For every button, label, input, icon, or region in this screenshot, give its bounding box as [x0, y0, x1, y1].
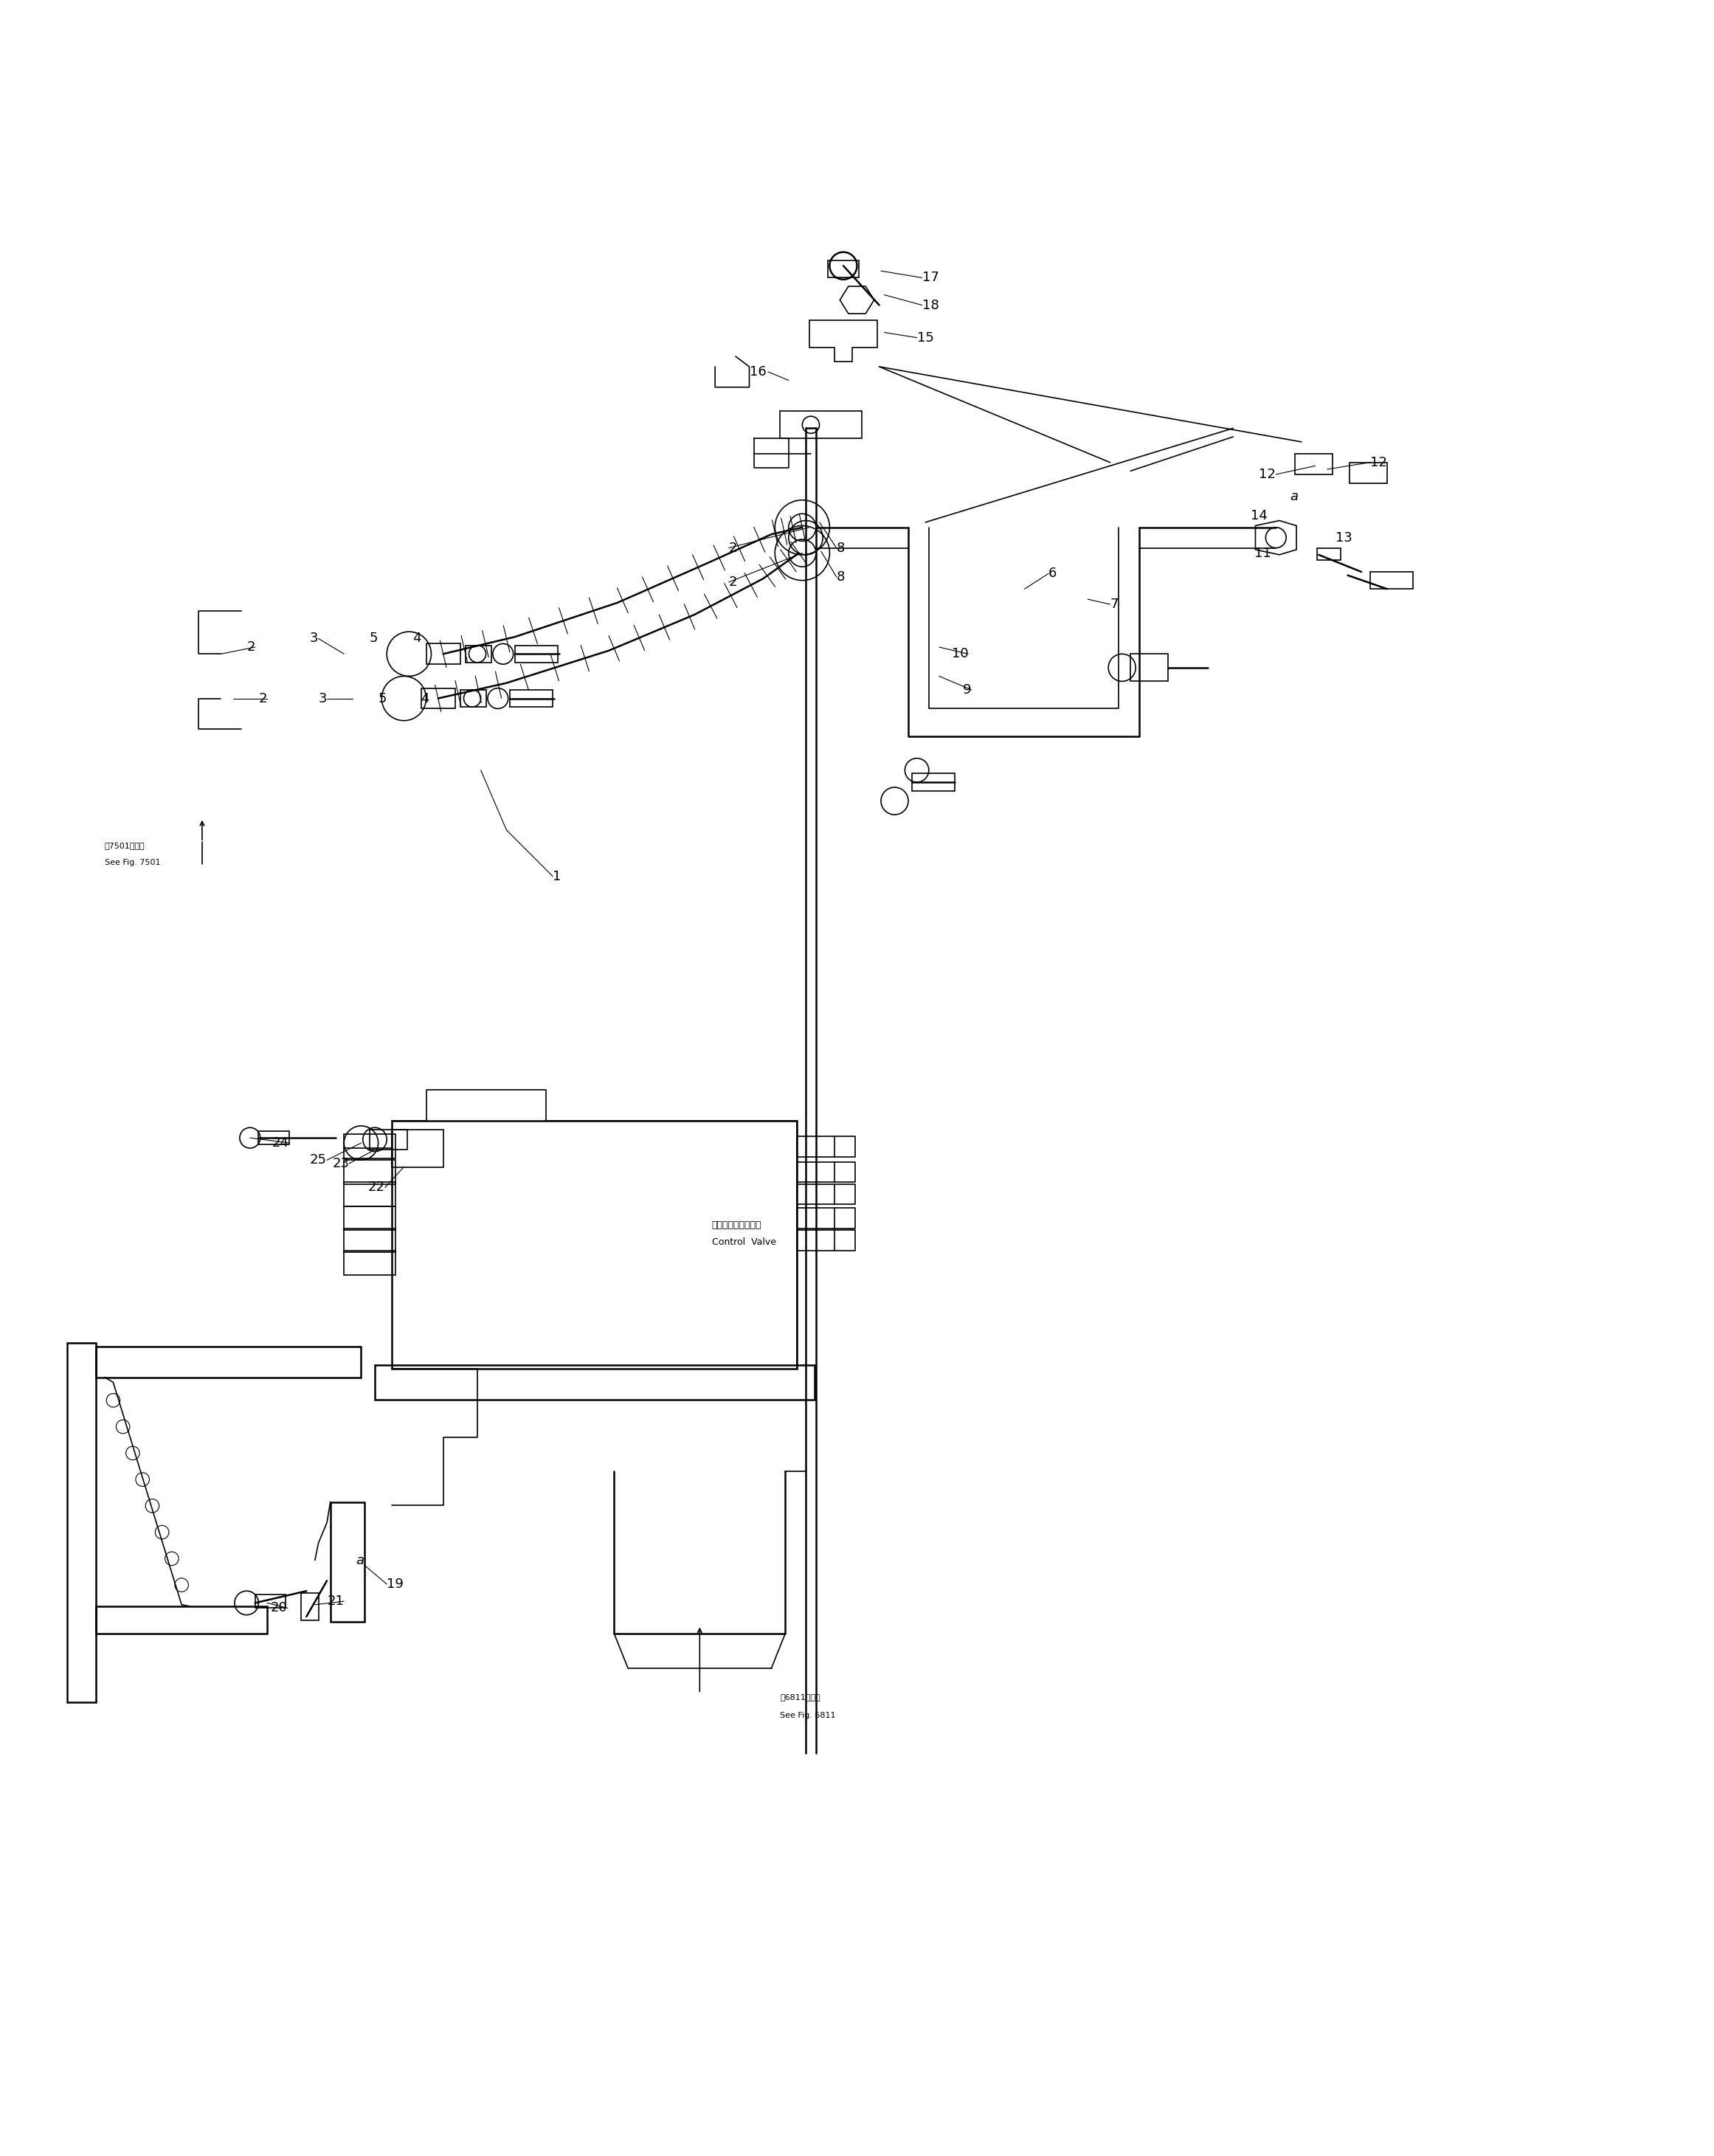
Bar — [1316, 548, 1340, 561]
Bar — [96, 1606, 267, 1634]
Text: 16: 16 — [749, 364, 766, 379]
Bar — [797, 1136, 835, 1156]
Bar — [370, 1130, 408, 1149]
Bar — [466, 645, 492, 662]
Text: 23: 23 — [333, 1158, 350, 1171]
Bar — [509, 690, 552, 707]
Bar — [797, 1184, 835, 1205]
Bar — [912, 774, 955, 791]
Text: 21: 21 — [327, 1595, 345, 1608]
Bar — [345, 1205, 396, 1231]
Text: 2: 2 — [247, 640, 255, 653]
Text: 3: 3 — [319, 692, 327, 705]
Bar — [345, 1229, 396, 1253]
Bar — [1294, 455, 1332, 474]
Bar — [797, 1162, 835, 1181]
Bar — [96, 1348, 362, 1378]
Text: 18: 18 — [922, 298, 939, 313]
Text: 14: 14 — [1251, 509, 1267, 522]
Bar — [331, 1503, 365, 1621]
Text: 9: 9 — [963, 683, 972, 696]
Text: 13: 13 — [1335, 530, 1352, 543]
Text: 17: 17 — [922, 272, 939, 285]
Bar — [345, 1250, 396, 1274]
Text: a: a — [1289, 489, 1297, 502]
Text: 8: 8 — [836, 571, 845, 584]
Text: 10: 10 — [951, 647, 968, 660]
Bar — [461, 690, 487, 707]
Bar — [393, 1121, 797, 1369]
Bar — [393, 1130, 444, 1166]
Text: Control  Valve: Control Valve — [711, 1238, 776, 1246]
Bar — [67, 1343, 96, 1701]
Text: 4: 4 — [413, 632, 422, 645]
Text: 3: 3 — [310, 632, 319, 645]
Text: See Fig. 6811: See Fig. 6811 — [780, 1712, 836, 1720]
Text: 12: 12 — [1260, 468, 1275, 481]
Text: 2: 2 — [728, 541, 737, 554]
Bar — [1369, 571, 1412, 589]
Text: 12: 12 — [1369, 455, 1387, 470]
Text: 2: 2 — [728, 576, 737, 589]
Bar — [255, 1595, 286, 1608]
Text: 8: 8 — [836, 541, 845, 554]
Text: See Fig. 7501: See Fig. 7501 — [105, 858, 161, 867]
Text: 20: 20 — [271, 1602, 288, 1615]
Text: 5: 5 — [370, 632, 379, 645]
Text: 15: 15 — [917, 332, 934, 345]
Text: 6: 6 — [1049, 567, 1058, 580]
Text: 5: 5 — [379, 692, 387, 705]
Text: コントロールバルブ: コントロールバルブ — [711, 1220, 761, 1229]
Text: 25: 25 — [310, 1153, 327, 1166]
Bar — [345, 1181, 396, 1205]
Bar — [1131, 653, 1169, 681]
Text: 4: 4 — [422, 692, 430, 705]
Text: 24: 24 — [273, 1136, 290, 1149]
Text: 第7501図参照: 第7501図参照 — [105, 841, 146, 849]
Bar — [302, 1593, 319, 1619]
Text: 7: 7 — [1111, 597, 1119, 610]
Bar — [1349, 461, 1387, 483]
Bar — [780, 412, 862, 438]
Bar — [345, 1160, 396, 1184]
Bar — [375, 1365, 814, 1399]
Text: 1: 1 — [552, 869, 560, 882]
Bar — [514, 645, 557, 662]
Text: 2: 2 — [259, 692, 267, 705]
Bar — [422, 688, 456, 709]
Bar — [797, 1231, 835, 1250]
Text: 第6811図参照: 第6811図参照 — [780, 1692, 821, 1701]
Text: 11: 11 — [1255, 545, 1270, 561]
Bar — [828, 261, 859, 278]
Text: 22: 22 — [369, 1181, 386, 1194]
Bar — [345, 1134, 396, 1158]
Bar — [797, 1207, 835, 1229]
Bar — [427, 645, 461, 664]
Text: a: a — [357, 1554, 363, 1567]
Text: 19: 19 — [387, 1578, 405, 1591]
Bar — [259, 1132, 290, 1145]
